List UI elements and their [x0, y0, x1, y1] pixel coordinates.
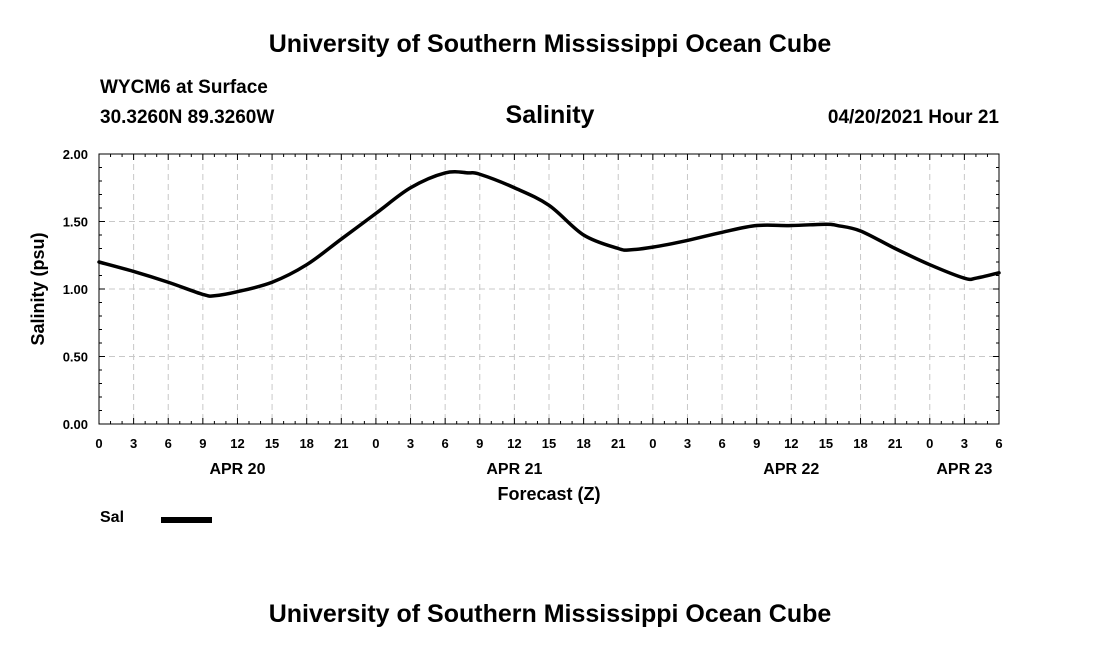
data-point [270, 280, 274, 284]
forecast-datetime: 04/20/2021 Hour 21 [827, 107, 999, 128]
legend-label: Sal [100, 509, 125, 526]
data-point [443, 171, 447, 175]
x-tick-label: 12 [784, 436, 798, 451]
data-point [720, 230, 724, 234]
x-tick-label: 3 [407, 436, 414, 451]
x-tick-label: 15 [265, 436, 279, 451]
x-tick-label: 12 [507, 436, 521, 451]
data-point [132, 269, 136, 273]
date-label: APR 21 [486, 461, 542, 478]
x-tick-label: 3 [130, 436, 137, 451]
x-tick-label: 6 [442, 436, 449, 451]
data-point [824, 222, 828, 226]
data-point [789, 224, 793, 228]
x-tick-label: 9 [476, 436, 483, 451]
data-point [466, 171, 470, 175]
data-point [512, 186, 516, 190]
x-tick-label: 21 [611, 436, 625, 451]
data-point [478, 172, 482, 176]
x-tick-label: 0 [372, 436, 379, 451]
x-tick-label: 18 [853, 436, 867, 451]
data-point [97, 260, 101, 264]
data-point [628, 248, 632, 252]
data-point [339, 237, 343, 241]
x-tick-label: 12 [230, 436, 244, 451]
x-tick-label: 0 [649, 436, 656, 451]
x-tick-label: 3 [684, 436, 691, 451]
coordinates-label: 30.3260N 89.3260W [100, 107, 275, 128]
y-tick-label: 0.50 [63, 350, 88, 365]
date-label: APR 22 [763, 461, 819, 478]
x-tick-label: 6 [165, 436, 172, 451]
x-tick-label: 3 [961, 436, 968, 451]
x-axis-title: Forecast (Z) [497, 484, 600, 504]
y-tick-label: 1.00 [63, 282, 88, 297]
x-tick-label: 21 [334, 436, 348, 451]
y-tick-label: 1.50 [63, 215, 88, 230]
data-point [409, 186, 413, 190]
data-point [616, 247, 620, 251]
data-point [835, 224, 839, 228]
series-line-sal [97, 169, 1001, 298]
legend-line-swatch [161, 517, 212, 523]
data-point [755, 224, 759, 228]
x-tick-label: 0 [95, 436, 102, 451]
data-point [235, 290, 239, 294]
y-axis-title: Salinity (psu) [28, 232, 48, 345]
data-point [859, 229, 863, 233]
x-tick-label: 18 [576, 436, 590, 451]
station-label: WYCM6 at Surface [100, 77, 268, 98]
data-point [166, 280, 170, 284]
data-point [212, 294, 216, 298]
date-label: APR 23 [936, 461, 992, 478]
x-tick-label: 6 [718, 436, 725, 451]
y-tick-label: 0.00 [63, 417, 88, 432]
y-tick-label: 2.00 [63, 147, 88, 162]
chart-title-bottom: University of Southern Mississippi Ocean… [268, 600, 832, 628]
data-point [547, 203, 551, 207]
data-point [974, 276, 978, 280]
variable-title: Salinity [505, 101, 595, 129]
data-point [582, 233, 586, 237]
data-point [962, 276, 966, 280]
data-point [685, 238, 689, 242]
data-point [305, 263, 309, 267]
x-tick-label: 9 [199, 436, 206, 451]
date-label: APR 20 [209, 461, 265, 478]
x-tick-label: 15 [819, 436, 833, 451]
x-tick-label: 9 [753, 436, 760, 451]
x-tick-label: 6 [995, 436, 1002, 451]
data-point [201, 292, 205, 296]
data-point [893, 247, 897, 251]
data-point [374, 211, 378, 215]
x-tick-label: 15 [542, 436, 556, 451]
data-point [651, 245, 655, 249]
x-tick-label: 18 [299, 436, 313, 451]
x-tick-label: 0 [926, 436, 933, 451]
data-point [928, 263, 932, 267]
x-tick-label: 21 [888, 436, 902, 451]
data-point [997, 271, 1001, 275]
chart-title-top: University of Southern Mississippi Ocean… [268, 30, 832, 58]
